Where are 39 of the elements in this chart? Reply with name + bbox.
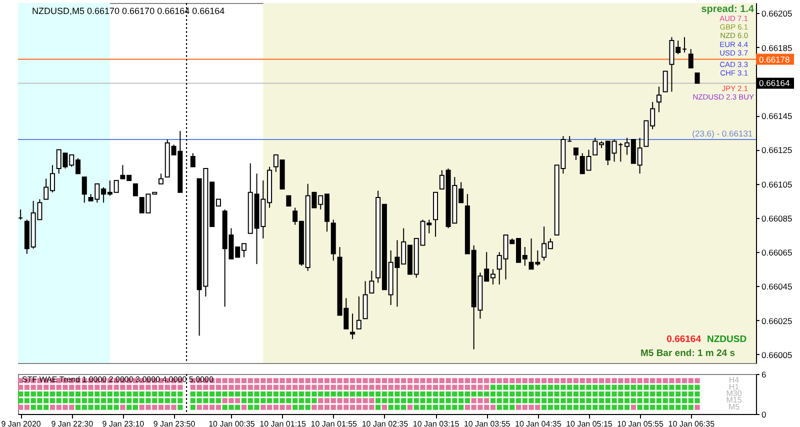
annotation: (23.6) - 0.66131 bbox=[692, 128, 753, 138]
y-tick-label: 0.66085 bbox=[762, 213, 792, 224]
y-tick-label: 6 bbox=[762, 370, 766, 380]
x-tick-label: 10 Jan 01:55 bbox=[310, 420, 358, 427]
y-tick-label: 0.66205 bbox=[762, 8, 792, 19]
annotation: spread: 1.4 bbox=[701, 4, 754, 15]
x-tick-label: 9 Jan 22:30 bbox=[51, 420, 94, 427]
x-tick-label: 10 Jan 03:15 bbox=[412, 420, 460, 427]
ref-line-label: 0.66164 bbox=[759, 78, 790, 88]
x-tick-label: 10 Jan 03:55 bbox=[464, 420, 511, 427]
ref-line-label: 0.66178 bbox=[759, 54, 790, 64]
text: M30 bbox=[726, 389, 742, 398]
text: H4 bbox=[728, 376, 740, 385]
y-tick-label: 0.66105 bbox=[762, 179, 792, 190]
x-tick-label: 9 Jan 2020 bbox=[1, 420, 42, 427]
x-tick-label: 10 Jan 06:35 bbox=[668, 420, 716, 427]
y-tick-label: 0.66145 bbox=[762, 111, 792, 122]
text: M15 bbox=[726, 396, 742, 405]
y-tick-label: 0 bbox=[762, 410, 766, 420]
x-tick-label: 10 Jan 05:15 bbox=[566, 420, 613, 427]
x-tick-label: 10 Jan 00:35 bbox=[208, 420, 256, 427]
y-tick-label: 0.66045 bbox=[762, 282, 792, 292]
x-tick-label: 9 Jan 23:50 bbox=[153, 420, 196, 427]
y-tick-label: 0.66065 bbox=[762, 248, 792, 258]
y-tick-label: 0.66025 bbox=[762, 316, 792, 326]
x-tick-label: 10 Jan 02:35 bbox=[362, 420, 409, 427]
y-tick-label: 0.66185 bbox=[762, 42, 792, 53]
x-tick-label: 10 Jan 01:15 bbox=[260, 420, 306, 427]
y-tick-label: 0.66125 bbox=[762, 145, 792, 156]
annotation: M5 Bar end: 1 m 24 s bbox=[640, 348, 735, 359]
annotation: NZDUSD bbox=[707, 334, 747, 345]
x-tick-label: 9 Jan 23:10 bbox=[102, 420, 145, 427]
text: M5 bbox=[728, 402, 740, 412]
text: H1 bbox=[728, 382, 740, 392]
x-tick-label: 10 Jan 05:55 bbox=[617, 420, 664, 427]
chart-title: NZDUSD,M5 0.66170 0.66170 0.66164 0.66164 bbox=[32, 6, 225, 16]
y-tick-label: 0.66005 bbox=[762, 350, 792, 360]
x-tick-label: 10 Jan 04:35 bbox=[515, 420, 562, 427]
annotation: 0.66164 bbox=[666, 334, 702, 345]
